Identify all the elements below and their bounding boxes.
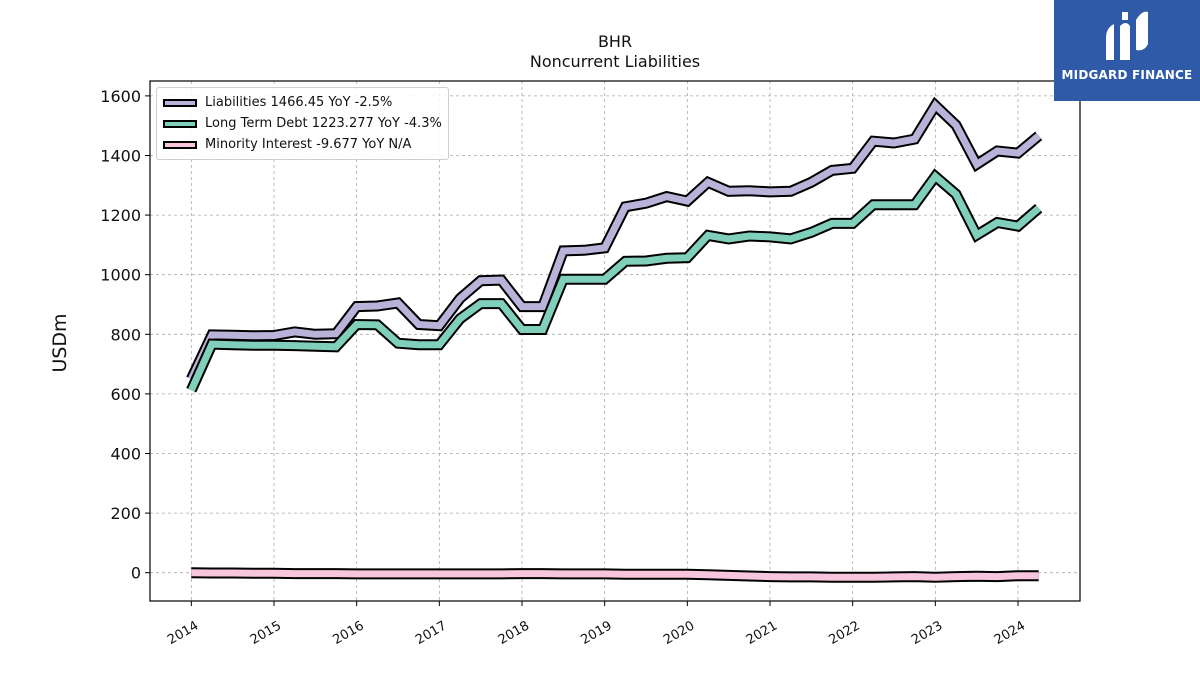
legend: Liabilities 1466.45 YoY -2.5% Long Term …	[156, 87, 449, 160]
x-tick-label: 2020	[661, 618, 697, 648]
legend-label-long-term-debt: Long Term Debt 1223.277 YoY -4.3%	[205, 116, 442, 131]
y-tick-label: 400	[110, 444, 141, 463]
legend-item-long-term-debt: Long Term Debt 1223.277 YoY -4.3%	[163, 113, 442, 134]
y-tick-label: 600	[110, 385, 141, 404]
y-tick-label: 1000	[100, 266, 141, 285]
legend-label-minority-interest: Minority Interest -9.677 YoY N/A	[205, 137, 412, 152]
y-axis: 0 200 400 600 800 1000 1200 1400 1600	[100, 87, 150, 583]
series-line-minority-interest	[191, 569, 1039, 581]
grid-lines	[150, 81, 1080, 601]
legend-item-minority-interest: Minority Interest -9.677 YoY N/A	[163, 134, 442, 155]
series-minority-interest	[191, 567, 1039, 583]
x-tick-label: 2022	[827, 618, 863, 648]
chart-title: BHR	[597, 32, 633, 51]
x-tick-label: 2017	[413, 618, 449, 648]
series-line-long-term-debt	[188, 171, 1041, 392]
logo-text: MIDGARD FINANCE	[1061, 68, 1193, 82]
y-tick-label: 200	[110, 504, 141, 523]
legend-label-liabilities: Liabilities 1466.45 YoY -2.5%	[205, 95, 393, 110]
y-tick-label: 0	[131, 564, 141, 583]
series-long-term-debt	[186, 168, 1043, 393]
y-axis-label: USDm	[49, 313, 71, 373]
series-layer	[186, 96, 1043, 583]
legend-item-liabilities: Liabilities 1466.45 YoY -2.5%	[163, 92, 442, 113]
legend-swatch-liabilities	[163, 98, 197, 107]
brand-logo: MIDGARD FINANCE	[1054, 0, 1200, 101]
series-outline-long-term-debt	[186, 168, 1043, 393]
plot-frame	[149, 80, 1081, 602]
legend-swatch-long-term-debt	[163, 119, 197, 128]
x-tick-label: 2021	[744, 618, 780, 648]
y-tick-label: 800	[110, 325, 141, 344]
x-tick-label: 2024	[992, 618, 1028, 648]
series-line-liabilities	[188, 99, 1041, 381]
x-tick-label: 2018	[496, 618, 532, 648]
x-tick-label: 2019	[579, 618, 615, 648]
x-tick-label: 2014	[165, 618, 201, 648]
x-tick-label: 2016	[331, 618, 367, 648]
series-liabilities	[186, 96, 1043, 382]
y-tick-label: 1200	[100, 206, 141, 225]
x-axis: 2014 2015 2016 2017 2018 2019 2020 2021 2022 2023…	[165, 601, 1028, 648]
legend-swatch-minority-interest	[163, 140, 197, 149]
x-tick-label: 2023	[909, 618, 945, 648]
y-tick-label: 1400	[100, 146, 141, 165]
y-tick-label: 1600	[100, 87, 141, 106]
logo-mark-icon	[1106, 11, 1148, 60]
x-tick-label: 2015	[248, 618, 284, 648]
chart-subtitle: Noncurrent Liabilities	[529, 52, 701, 71]
